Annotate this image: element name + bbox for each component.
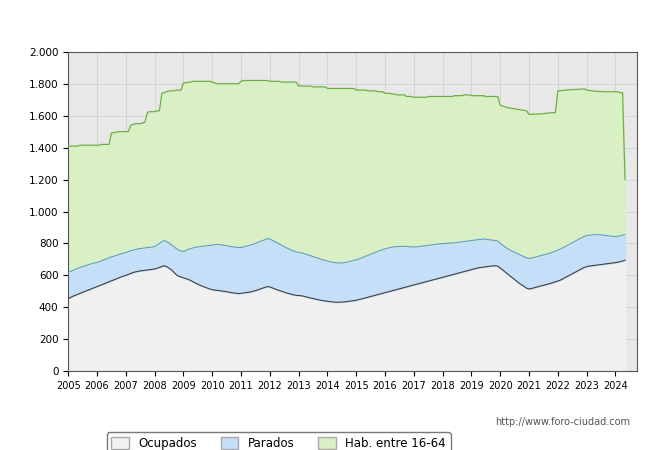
Text: FORO-CIUDAD.COM: FORO-CIUDAD.COM <box>187 245 519 274</box>
Legend: Ocupados, Parados, Hab. entre 16-64: Ocupados, Parados, Hab. entre 16-64 <box>107 432 450 450</box>
Text: http://www.foro-ciudad.com: http://www.foro-ciudad.com <box>495 417 630 427</box>
Text: La Adrada - Evolucion de la poblacion en edad de Trabajar Septiembre de 2024: La Adrada - Evolucion de la poblacion en… <box>60 17 590 30</box>
